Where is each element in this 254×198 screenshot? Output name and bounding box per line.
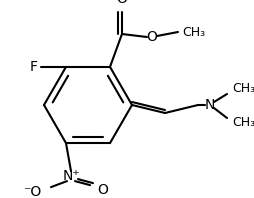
Text: O: O: [147, 30, 157, 44]
Text: ⁻O: ⁻O: [23, 185, 41, 198]
Text: O: O: [97, 183, 108, 197]
Text: N: N: [205, 98, 215, 112]
Text: O: O: [117, 0, 128, 6]
Text: CH₃: CH₃: [232, 83, 254, 95]
Text: CH₃: CH₃: [182, 26, 205, 38]
Text: CH₃: CH₃: [232, 116, 254, 129]
Text: N⁺: N⁺: [62, 169, 80, 183]
Text: F: F: [30, 60, 38, 74]
